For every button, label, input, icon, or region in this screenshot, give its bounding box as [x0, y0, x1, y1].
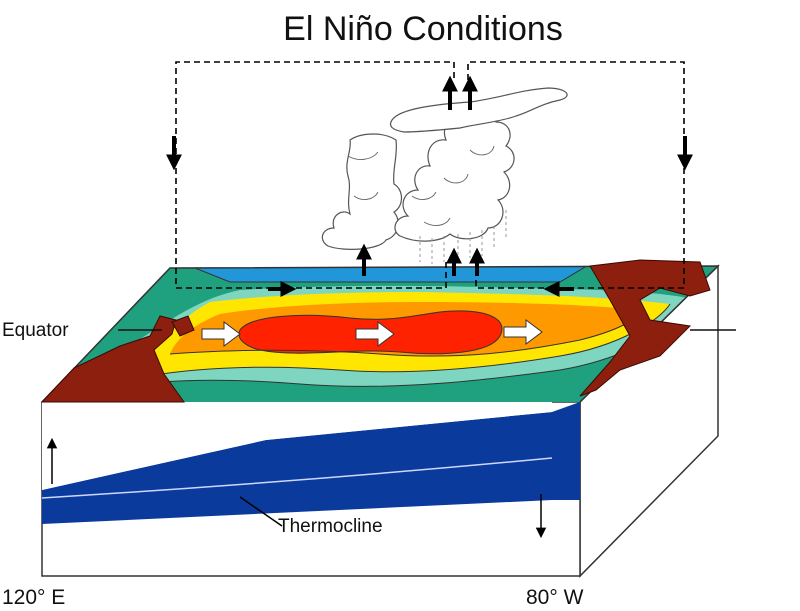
surface-flow-arrow-2 — [355, 321, 395, 347]
ocean-block — [41, 264, 719, 578]
thermocline-label: Thermocline — [278, 516, 383, 537]
equator-label: Equator — [2, 320, 69, 341]
deep-layer-front — [42, 412, 552, 524]
circulation-loop-right — [467, 61, 685, 289]
diagram-title: El Niño Conditions — [283, 10, 563, 48]
cloud-center — [394, 110, 515, 242]
convection-clouds — [321, 87, 568, 264]
surface-flow-arrows — [201, 319, 543, 347]
thermocline-line — [41, 457, 553, 499]
cloud-left — [321, 133, 403, 250]
eastern-land — [579, 259, 711, 397]
land-masses — [40, 259, 711, 403]
walker-circulation — [175, 61, 685, 289]
circulation-loop-left — [175, 61, 455, 289]
surface-flow-arrow-1 — [201, 321, 241, 347]
sea-surface — [42, 266, 718, 402]
circulation-arrows — [166, 75, 693, 297]
deep-layer-side — [552, 402, 580, 500]
surface-flow-arrow-3 — [503, 319, 543, 345]
longitude-west-label: 120° E — [2, 586, 66, 609]
longitude-east-label: 80° W — [526, 586, 584, 609]
